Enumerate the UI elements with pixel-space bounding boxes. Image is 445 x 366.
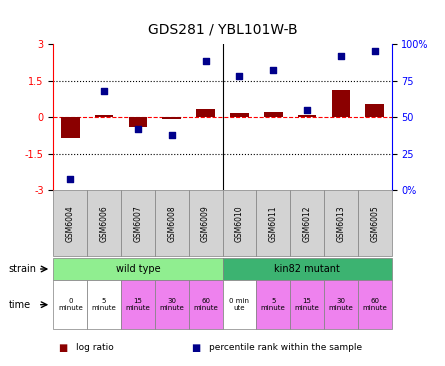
Bar (95, 115, 113, 117)
Text: percentile rank within the sample: percentile rank within the sample (209, 343, 362, 352)
Text: GSM6007: GSM6007 (134, 205, 142, 242)
Text: 0
minute: 0 minute (58, 298, 83, 311)
Bar (162, 117, 181, 119)
Text: strain: strain (9, 264, 37, 274)
Point (134, 126, 142, 132)
Bar (298, 115, 316, 117)
Point (270, 67, 277, 73)
Text: GSM6004: GSM6004 (66, 205, 75, 242)
Bar (332, 90, 350, 117)
Bar (230, 113, 249, 117)
Point (236, 73, 243, 79)
Point (337, 53, 344, 59)
Text: ■: ■ (58, 343, 67, 353)
Bar (365, 104, 384, 117)
Point (202, 59, 209, 64)
Bar (61, 117, 80, 138)
Text: GSM6011: GSM6011 (269, 205, 278, 242)
Text: GSM6009: GSM6009 (201, 205, 210, 242)
Text: GDS281 / YBL101W-B: GDS281 / YBL101W-B (148, 22, 297, 36)
Bar (196, 109, 215, 117)
Text: 0 min
ute: 0 min ute (230, 298, 249, 311)
Text: 60
minute: 60 minute (193, 298, 218, 311)
Text: wild type: wild type (116, 264, 160, 274)
Text: 60
minute: 60 minute (362, 298, 387, 311)
Point (168, 132, 175, 138)
Text: 15
minute: 15 minute (295, 298, 320, 311)
Text: 30
minute: 30 minute (159, 298, 184, 311)
Text: time: time (9, 300, 31, 310)
Text: log ratio: log ratio (76, 343, 113, 352)
Text: 5
minute: 5 minute (261, 298, 286, 311)
Point (303, 107, 311, 113)
Text: 5
minute: 5 minute (92, 298, 117, 311)
Text: GSM6010: GSM6010 (235, 205, 244, 242)
Text: GSM6012: GSM6012 (303, 205, 312, 242)
Text: GSM6006: GSM6006 (100, 205, 109, 242)
Bar (129, 117, 147, 127)
Text: GSM6013: GSM6013 (336, 205, 345, 242)
Text: ■: ■ (191, 343, 201, 353)
Point (371, 48, 378, 54)
Text: GSM6005: GSM6005 (370, 205, 379, 242)
Text: 15
minute: 15 minute (125, 298, 150, 311)
Bar (264, 112, 283, 117)
Text: kin82 mutant: kin82 mutant (274, 264, 340, 274)
Text: GSM6008: GSM6008 (167, 205, 176, 242)
Text: 30
minute: 30 minute (328, 298, 353, 311)
Point (101, 88, 108, 94)
Point (67, 176, 74, 182)
